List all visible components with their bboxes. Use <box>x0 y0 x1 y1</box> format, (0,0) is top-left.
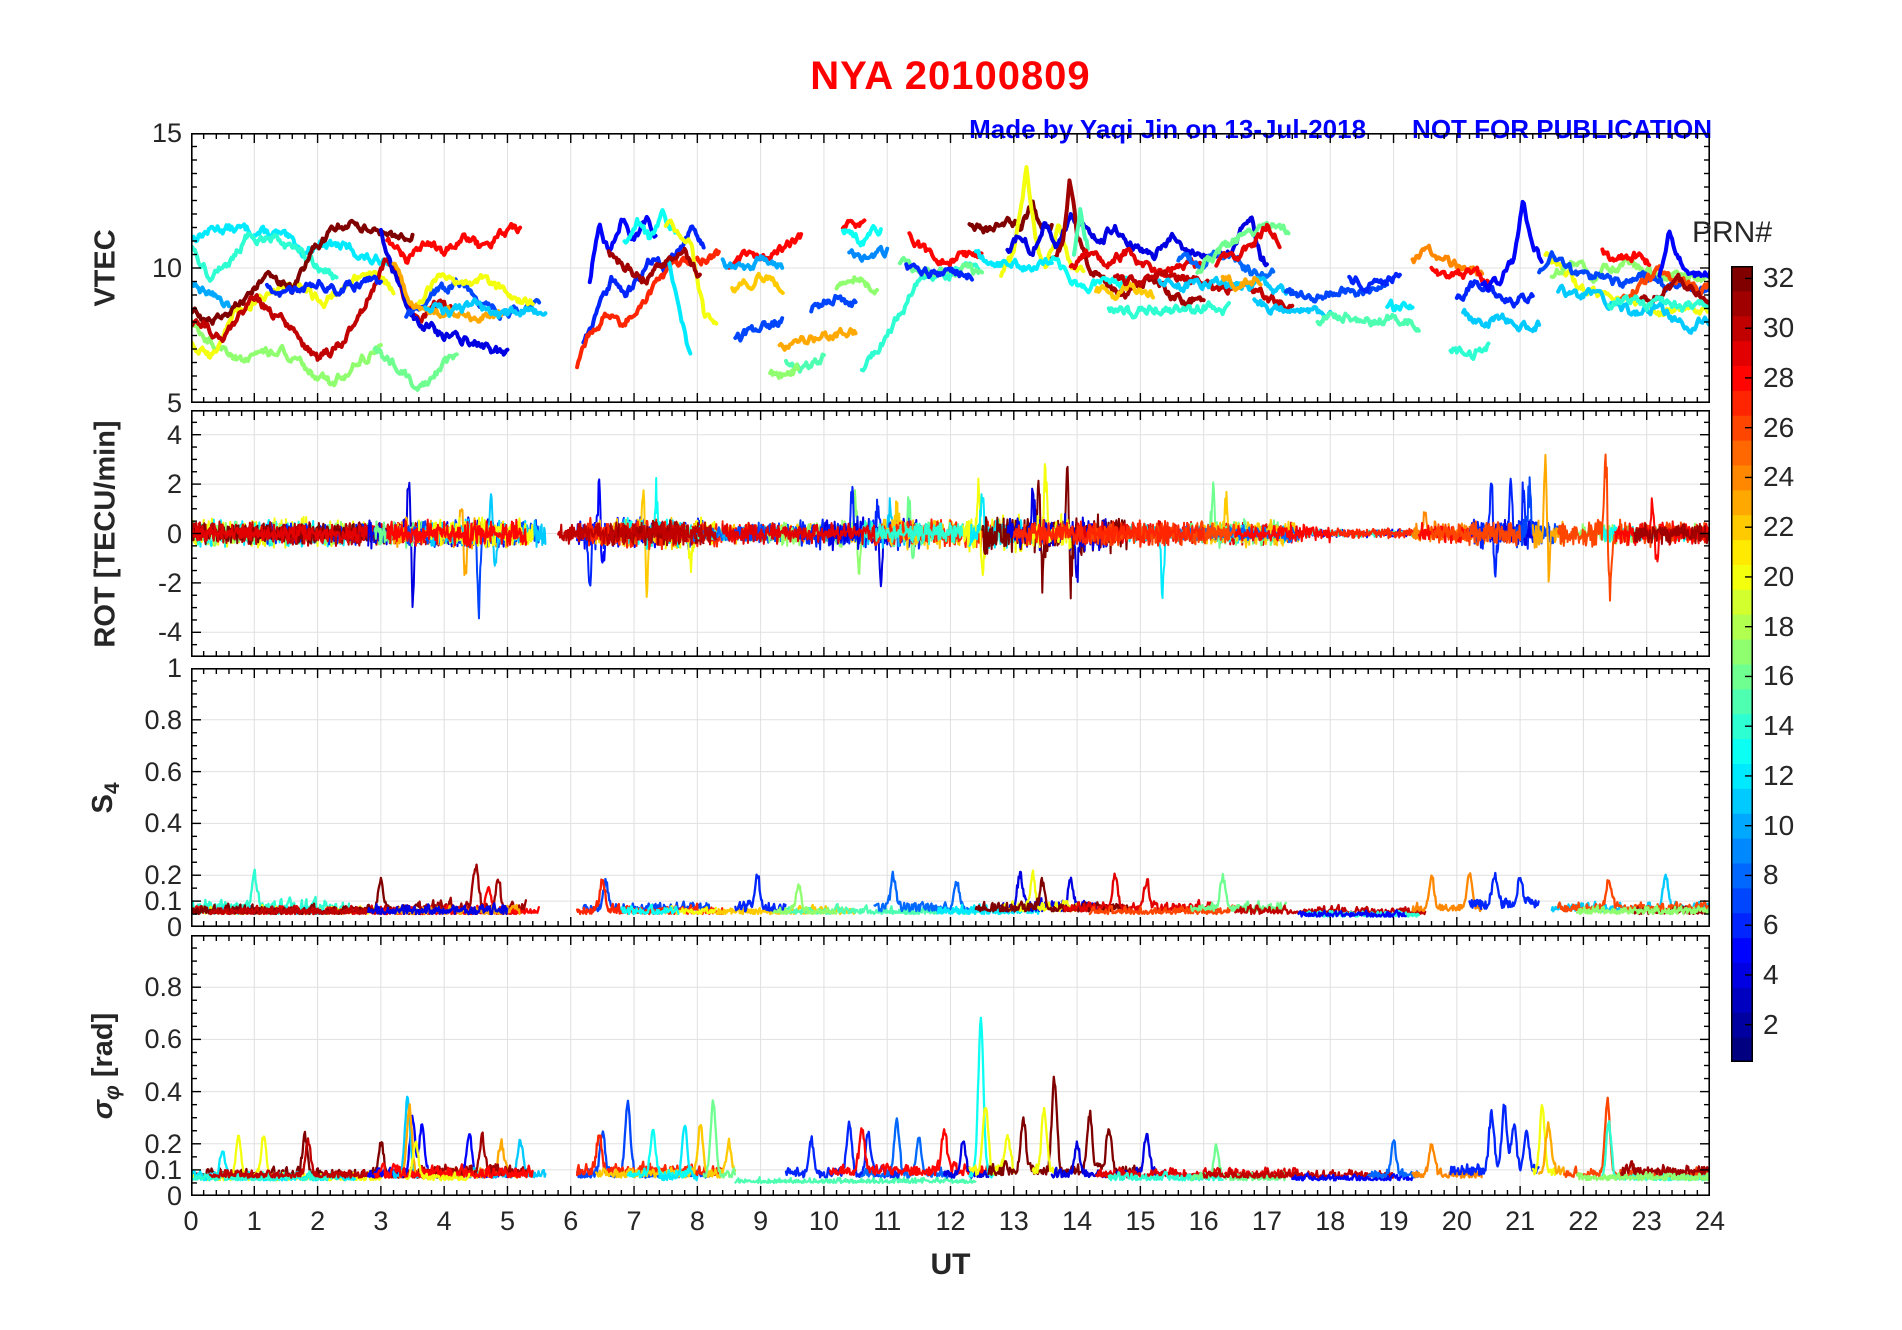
x-tick-label: 11 <box>873 1206 902 1236</box>
s4-plot-canvas <box>191 668 1710 927</box>
x-tick-label: 17 <box>1251 1206 1282 1236</box>
prn-colorbar <box>1731 266 1753 1062</box>
colorbar-tick-label: 4 <box>1763 958 1779 990</box>
y-tick-label: 0.6 <box>144 756 182 787</box>
x-tick-label: 15 <box>1125 1206 1156 1236</box>
colorbar-tick-label: 10 <box>1763 809 1795 841</box>
y-tick-label: 0.4 <box>144 1076 182 1107</box>
y-tick-label: 0 <box>166 518 182 549</box>
x-tick-label: 3 <box>373 1206 389 1236</box>
colorbar-tick-label: 24 <box>1763 461 1795 493</box>
x-tick-label: 14 <box>1062 1206 1093 1236</box>
x-tick-label: 18 <box>1315 1206 1346 1236</box>
x-tick-label: 13 <box>998 1206 1029 1236</box>
colorbar-tick-label: 6 <box>1763 909 1779 941</box>
colorbar-tick-label: 2 <box>1763 1008 1779 1040</box>
y-tick-label: 0.1 <box>144 886 182 917</box>
colorbar-tick-label: 18 <box>1763 610 1795 642</box>
y-tick-label: 1 <box>166 653 182 683</box>
x-tick-label: 12 <box>935 1206 966 1236</box>
x-tick-label: 19 <box>1378 1206 1409 1236</box>
y-tick-label: 0.8 <box>144 704 182 735</box>
colorbar-tick-label: 12 <box>1763 759 1795 791</box>
x-tick-label: 10 <box>808 1206 839 1236</box>
sigma-axis-label: σφ [rad] <box>87 1012 124 1119</box>
y-tick-label: 4 <box>166 419 182 450</box>
colorbar-tick-label: 16 <box>1763 660 1795 692</box>
colorbar-tick-label: 20 <box>1763 560 1795 592</box>
x-tick-label: 1 <box>246 1206 262 1236</box>
x-tick-label: 5 <box>499 1206 515 1236</box>
x-tick-label: 0 <box>183 1206 199 1236</box>
chart-title: NYA 20100809 <box>810 54 1091 98</box>
x-tick-label: 16 <box>1188 1206 1219 1236</box>
colorbar-tick-label: 14 <box>1763 710 1795 742</box>
x-tick-label: 7 <box>626 1206 642 1236</box>
y-tick-label: 0.8 <box>144 972 182 1003</box>
colorbar-tick-label: 26 <box>1763 411 1795 443</box>
y-tick-label: 2 <box>166 469 182 500</box>
x-tick-label: 22 <box>1568 1206 1599 1236</box>
y-tick-label: 10 <box>151 253 182 283</box>
colorbar-tick-label: 28 <box>1763 361 1795 393</box>
rot-plot-canvas <box>191 410 1710 657</box>
y-tick-label: -2 <box>157 567 182 598</box>
y-tick-label: 15 <box>151 118 182 148</box>
x-tick-label: 9 <box>753 1206 769 1236</box>
colorbar-tick-label: 8 <box>1763 859 1779 891</box>
x-tick-label: 24 <box>1694 1206 1726 1236</box>
y-tick-label: 0 <box>166 1181 182 1211</box>
vtec-axis-label: VTEC <box>89 229 122 307</box>
colorbar-title: PRN# <box>1692 216 1773 249</box>
x-tick-label: 8 <box>689 1206 705 1236</box>
colorbar-tick-label: 22 <box>1763 511 1795 543</box>
x-tick-label: 6 <box>563 1206 579 1236</box>
vtec-plot-canvas <box>191 133 1710 403</box>
y-tick-label: 0.6 <box>144 1024 182 1055</box>
y-tick-label: 0.2 <box>144 1128 182 1159</box>
sigma-phi-plot-canvas <box>191 935 1710 1196</box>
x-axis-label: UT <box>930 1248 971 1281</box>
x-tick-label: 21 <box>1505 1206 1536 1236</box>
y-tick-label: 0.1 <box>144 1154 182 1185</box>
y-tick-label: 0.2 <box>144 860 182 891</box>
rot-axis-label: ROT [TECU/min] <box>89 419 122 648</box>
y-tick-label: 5 <box>166 388 182 418</box>
x-tick-label: 2 <box>310 1206 326 1236</box>
x-tick-label: 4 <box>436 1206 452 1236</box>
s4-axis-label: S4 <box>87 781 124 814</box>
y-tick-label: 0.4 <box>144 808 182 839</box>
x-tick-label: 20 <box>1441 1206 1472 1236</box>
y-tick-label: -4 <box>157 617 182 648</box>
y-tick-label: 0 <box>166 912 182 942</box>
colorbar-tick-label: 32 <box>1763 262 1795 294</box>
x-tick-label: 23 <box>1631 1206 1662 1236</box>
colorbar-tick-label: 30 <box>1763 312 1795 344</box>
